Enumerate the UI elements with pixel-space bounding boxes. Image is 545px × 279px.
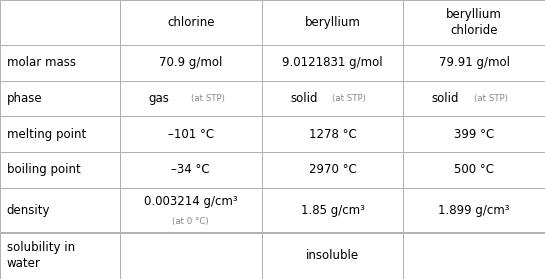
Text: (at 0 °C): (at 0 °C): [172, 217, 209, 226]
Bar: [0, 81, 120, 116]
Bar: [120, 232, 262, 279]
Text: chlorine: chlorine: [167, 16, 215, 29]
Text: 1278 °C: 1278 °C: [308, 128, 356, 141]
Bar: [403, 0, 545, 45]
Bar: [0, 187, 120, 232]
Text: boiling point: boiling point: [7, 163, 80, 176]
Text: density: density: [7, 203, 50, 217]
Bar: [0, 152, 120, 187]
Bar: [120, 187, 262, 232]
Bar: [120, 45, 262, 81]
Bar: [120, 152, 262, 187]
Text: 500 °C: 500 °C: [454, 163, 494, 176]
Bar: [120, 0, 262, 45]
Bar: [403, 187, 545, 232]
Bar: [0, 232, 120, 279]
Text: phase: phase: [7, 92, 42, 105]
Text: 0.003214 g/cm³: 0.003214 g/cm³: [144, 195, 238, 208]
Bar: [0, 0, 120, 45]
Bar: [262, 45, 403, 81]
Text: –101 °C: –101 °C: [168, 128, 214, 141]
Bar: [120, 116, 262, 152]
Bar: [403, 232, 545, 279]
Text: (at STP): (at STP): [474, 94, 508, 103]
Text: solid: solid: [432, 92, 459, 105]
Bar: [262, 0, 403, 45]
Text: 1.85 g/cm³: 1.85 g/cm³: [300, 203, 365, 217]
Bar: [403, 45, 545, 81]
Bar: [262, 116, 403, 152]
Text: gas: gas: [148, 92, 169, 105]
Text: molar mass: molar mass: [7, 56, 76, 69]
Bar: [262, 152, 403, 187]
Text: insoluble: insoluble: [306, 249, 359, 262]
Bar: [0, 45, 120, 81]
Text: melting point: melting point: [7, 128, 86, 141]
Bar: [403, 81, 545, 116]
Text: 1.899 g/cm³: 1.899 g/cm³: [438, 203, 510, 217]
Bar: [403, 152, 545, 187]
Bar: [262, 81, 403, 116]
Bar: [0, 116, 120, 152]
Bar: [262, 232, 403, 279]
Text: 79.91 g/mol: 79.91 g/mol: [439, 56, 510, 69]
Text: 70.9 g/mol: 70.9 g/mol: [159, 56, 222, 69]
Text: solid: solid: [290, 92, 317, 105]
Bar: [403, 116, 545, 152]
Text: 2970 °C: 2970 °C: [308, 163, 356, 176]
Bar: [262, 187, 403, 232]
Text: (at STP): (at STP): [332, 94, 366, 103]
Text: beryllium
chloride: beryllium chloride: [446, 8, 502, 37]
Bar: [120, 81, 262, 116]
Text: 9.0121831 g/mol: 9.0121831 g/mol: [282, 56, 383, 69]
Text: (at STP): (at STP): [191, 94, 225, 103]
Text: beryllium: beryllium: [305, 16, 360, 29]
Text: 399 °C: 399 °C: [454, 128, 494, 141]
Text: –34 °C: –34 °C: [172, 163, 210, 176]
Text: solubility in
water: solubility in water: [7, 241, 75, 270]
